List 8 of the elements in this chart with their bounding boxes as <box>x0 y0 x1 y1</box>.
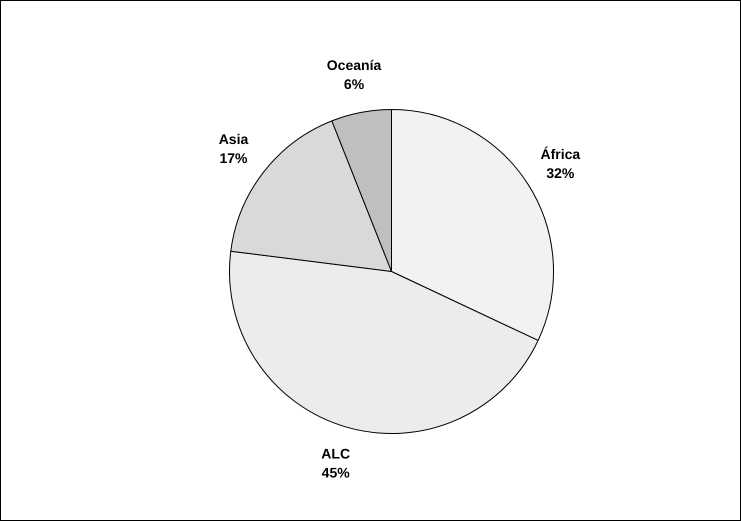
data-label: 17% <box>219 150 248 166</box>
slice-label: Asia <box>218 130 248 147</box>
data-label: 32% <box>546 165 575 182</box>
slice-label: ALC <box>321 445 350 462</box>
slice-label: Oceanía <box>326 56 382 73</box>
data-label: 45% <box>322 464 350 480</box>
slice-label: África <box>540 146 580 162</box>
data-label: 6% <box>344 76 365 92</box>
